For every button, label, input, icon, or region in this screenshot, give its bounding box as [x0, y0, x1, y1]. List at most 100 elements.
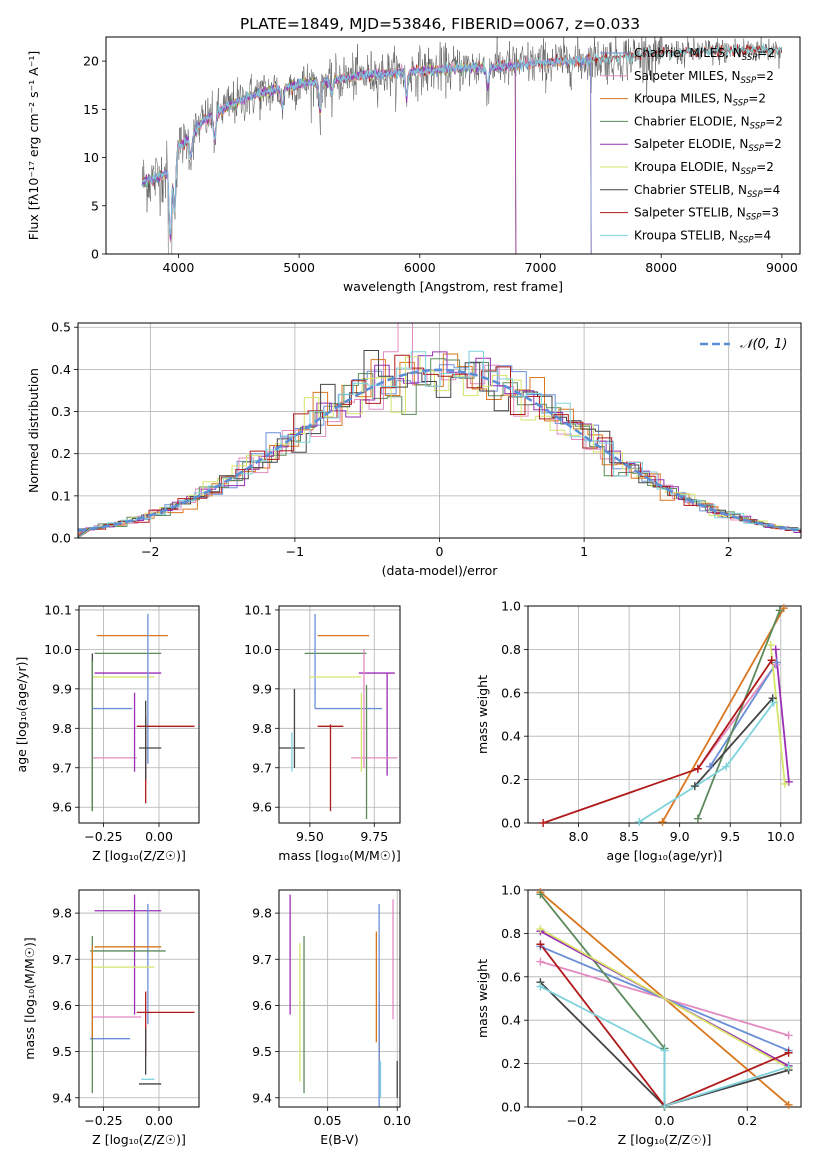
x-axis-label: Z [log₁₀(Z/Z☉)]: [618, 1132, 712, 1147]
y-tick-label: 0.2: [501, 772, 521, 787]
x-tick-label: −1: [286, 544, 304, 559]
weight-marker-chabrier-miles: [772, 658, 781, 667]
x-axis-label: (data-model)/error: [382, 563, 499, 578]
y-tick-label: 9.7: [52, 952, 72, 967]
plot-area-mass_vs_Z: [90, 894, 195, 1094]
weight-line-chabrier-elodie: [697, 609, 781, 820]
x-tick-label: 6000: [404, 260, 436, 275]
x-tick-label: −0.2: [567, 1113, 597, 1128]
plot-area-spectrum: [141, 37, 783, 254]
figure-title: PLATE=1849, MJD=53846, FIBERID=0067, z=0…: [240, 15, 640, 33]
legend-label-kroupa-elodie: Kroupa ELODIE, NSSP=2: [634, 160, 774, 177]
y-tick-label: 0.6: [501, 969, 521, 984]
y-tick-label: 10: [83, 150, 99, 165]
histogram-chabrier-stelib: [78, 350, 801, 538]
legend-label-kroupa-stelib: Kroupa STELIB, NSSP=4: [634, 228, 771, 245]
x-tick-label: 0.05: [314, 1113, 342, 1128]
y-axis-label: mass [log₁₀(M/M☉)]: [22, 937, 37, 1059]
weight-marker-salpeter-elodie: [771, 645, 780, 654]
x-tick-label: 9.75: [360, 829, 388, 844]
x-tick-label: 0.00: [145, 1113, 173, 1128]
weight-line-kroupa-miles: [661, 607, 785, 823]
y-tick-label: 9.8: [52, 906, 72, 921]
legend-label-chabrier-stelib: Chabrier STELIB, NSSP=4: [634, 183, 780, 200]
weight-marker-kroupa-miles: [784, 1100, 793, 1109]
y-tick-label: 1.0: [501, 599, 521, 614]
y-tick-label: 10.0: [44, 642, 72, 657]
plot-area-weight_vs_age: [542, 607, 790, 823]
weight-line-chabrier-stelib: [694, 697, 774, 787]
y-tick-label: 0.5: [51, 320, 71, 335]
panel-mass_vs_ebv: 0.05 0.10 9.4 9.5 9.6 9.7 9.8 E(B-V): [252, 889, 411, 1147]
weight-marker-kroupa-stelib: [660, 1046, 669, 1055]
y-tick-label: 9.7: [252, 760, 272, 775]
weight-marker-kroupa-elodie: [536, 925, 545, 934]
weight-marker-kroupa-stelib: [660, 1101, 669, 1110]
y-tick-label: 0.2: [51, 446, 71, 461]
weight-line-kroupa-stelib: [539, 985, 789, 1107]
y-tick-label: 5: [91, 198, 99, 213]
x-axis-label: Z [log₁₀(Z/Z☉)]: [92, 1132, 186, 1147]
weight-marker-salpeter-elodie: [784, 777, 793, 786]
x-axis-label: Z [log₁₀(Z/Z☉)]: [92, 848, 186, 863]
legend-label-salpeter-miles: Salpeter MILES, NSSP=2: [634, 69, 774, 86]
x-tick-label: 9.50: [296, 829, 324, 844]
y-tick-label: 0.3: [51, 404, 71, 419]
x-tick-label: 2: [725, 544, 733, 559]
weight-marker-chabrier-stelib: [768, 694, 777, 703]
y-tick-label: 9.7: [52, 760, 72, 775]
y-tick-label: 0.1: [51, 488, 71, 503]
gaussian-curve: [78, 368, 801, 532]
weight-marker-kroupa-miles: [658, 817, 667, 826]
weight-line-kroupa-elodie: [539, 928, 790, 1069]
weight-marker-kroupa-stelib: [635, 817, 644, 826]
y-tick-label: 1.0: [501, 883, 521, 898]
y-tick-label: 0: [91, 247, 99, 262]
y-tick-label: 9.4: [252, 1090, 272, 1105]
weight-marker-chabrier-elodie: [536, 890, 545, 899]
spectrum-legend: Chabrier MILES, NSSP=2 Salpeter MILES, NS…: [600, 46, 783, 245]
y-tick-label: 10.1: [244, 602, 272, 617]
panel-spectrum: 4000 5000 6000 7000 8000 9000 0 5 10 15 20 waveleng…: [26, 36, 801, 294]
y-tick-label: 9.6: [52, 998, 72, 1013]
histogram-kroupa-miles: [78, 353, 801, 538]
axes-frame: [278, 605, 401, 824]
x-tick-label: 10.0: [767, 829, 795, 844]
x-tick-label: 9000: [766, 260, 798, 275]
x-tick-label: 0.10: [383, 1113, 411, 1128]
y-tick-label: 9.5: [252, 1044, 272, 1059]
panel-age_vs_Z: −0.25 0.00 9.6 9.7 9.8 9.9 10.0 10.1 Z [log₁₀(Z/…: [14, 602, 200, 863]
y-tick-label: 0.8: [501, 642, 521, 657]
weight-line-chabrier-miles: [709, 661, 778, 768]
panel-mass_vs_Z: −0.25 0.00 9.4 9.5 9.6 9.7 9.8 Z [log₁₀(Z/Z☉)] m…: [22, 889, 200, 1147]
gaussian-legend-label: 𝒩(0, 1): [740, 337, 787, 352]
y-tick-label: 0.4: [501, 1013, 521, 1028]
x-tick-label: −0.25: [84, 1113, 122, 1128]
x-tick-label: 1: [580, 544, 588, 559]
y-tick-label: 9.6: [52, 800, 72, 815]
x-tick-label: 4000: [163, 260, 195, 275]
y-axis-label: Flux [fλ10⁻¹⁷ erg cm⁻² s⁻¹ A⁻¹]: [26, 51, 41, 240]
weight-marker-kroupa-elodie: [766, 641, 775, 650]
axes-frame: [105, 36, 801, 255]
weight-marker-kroupa-elodie: [780, 779, 789, 788]
weight-marker-salpeter-stelib: [784, 1048, 793, 1057]
y-axis-label: mass weight: [475, 675, 490, 754]
x-tick-label: 7000: [525, 260, 557, 275]
x-tick-label: 8.0: [569, 829, 589, 844]
model-line-kroupa-stelib: [142, 43, 783, 235]
x-tick-label: 0.0: [655, 1113, 675, 1128]
y-tick-label: 0.4: [51, 362, 71, 377]
weight-marker-salpeter-stelib: [693, 764, 702, 773]
weight-marker-chabrier-elodie: [775, 606, 784, 615]
y-tick-label: 9.6: [252, 998, 272, 1013]
x-tick-label: 8.5: [619, 829, 639, 844]
plot-area-age_vs_Z: [91, 613, 195, 812]
weight-marker-salpeter-stelib: [536, 940, 545, 949]
weight-line-salpeter-miles: [697, 664, 777, 770]
x-tick-label: 9.0: [670, 829, 690, 844]
x-axis-label: mass [log₁₀(M/M☉)]: [278, 848, 400, 863]
axes-frame: [78, 605, 200, 824]
x-tick-label: 9.5: [720, 829, 740, 844]
legend-label-chabrier-elodie: Chabrier ELODIE, NSSP=2: [634, 114, 783, 131]
